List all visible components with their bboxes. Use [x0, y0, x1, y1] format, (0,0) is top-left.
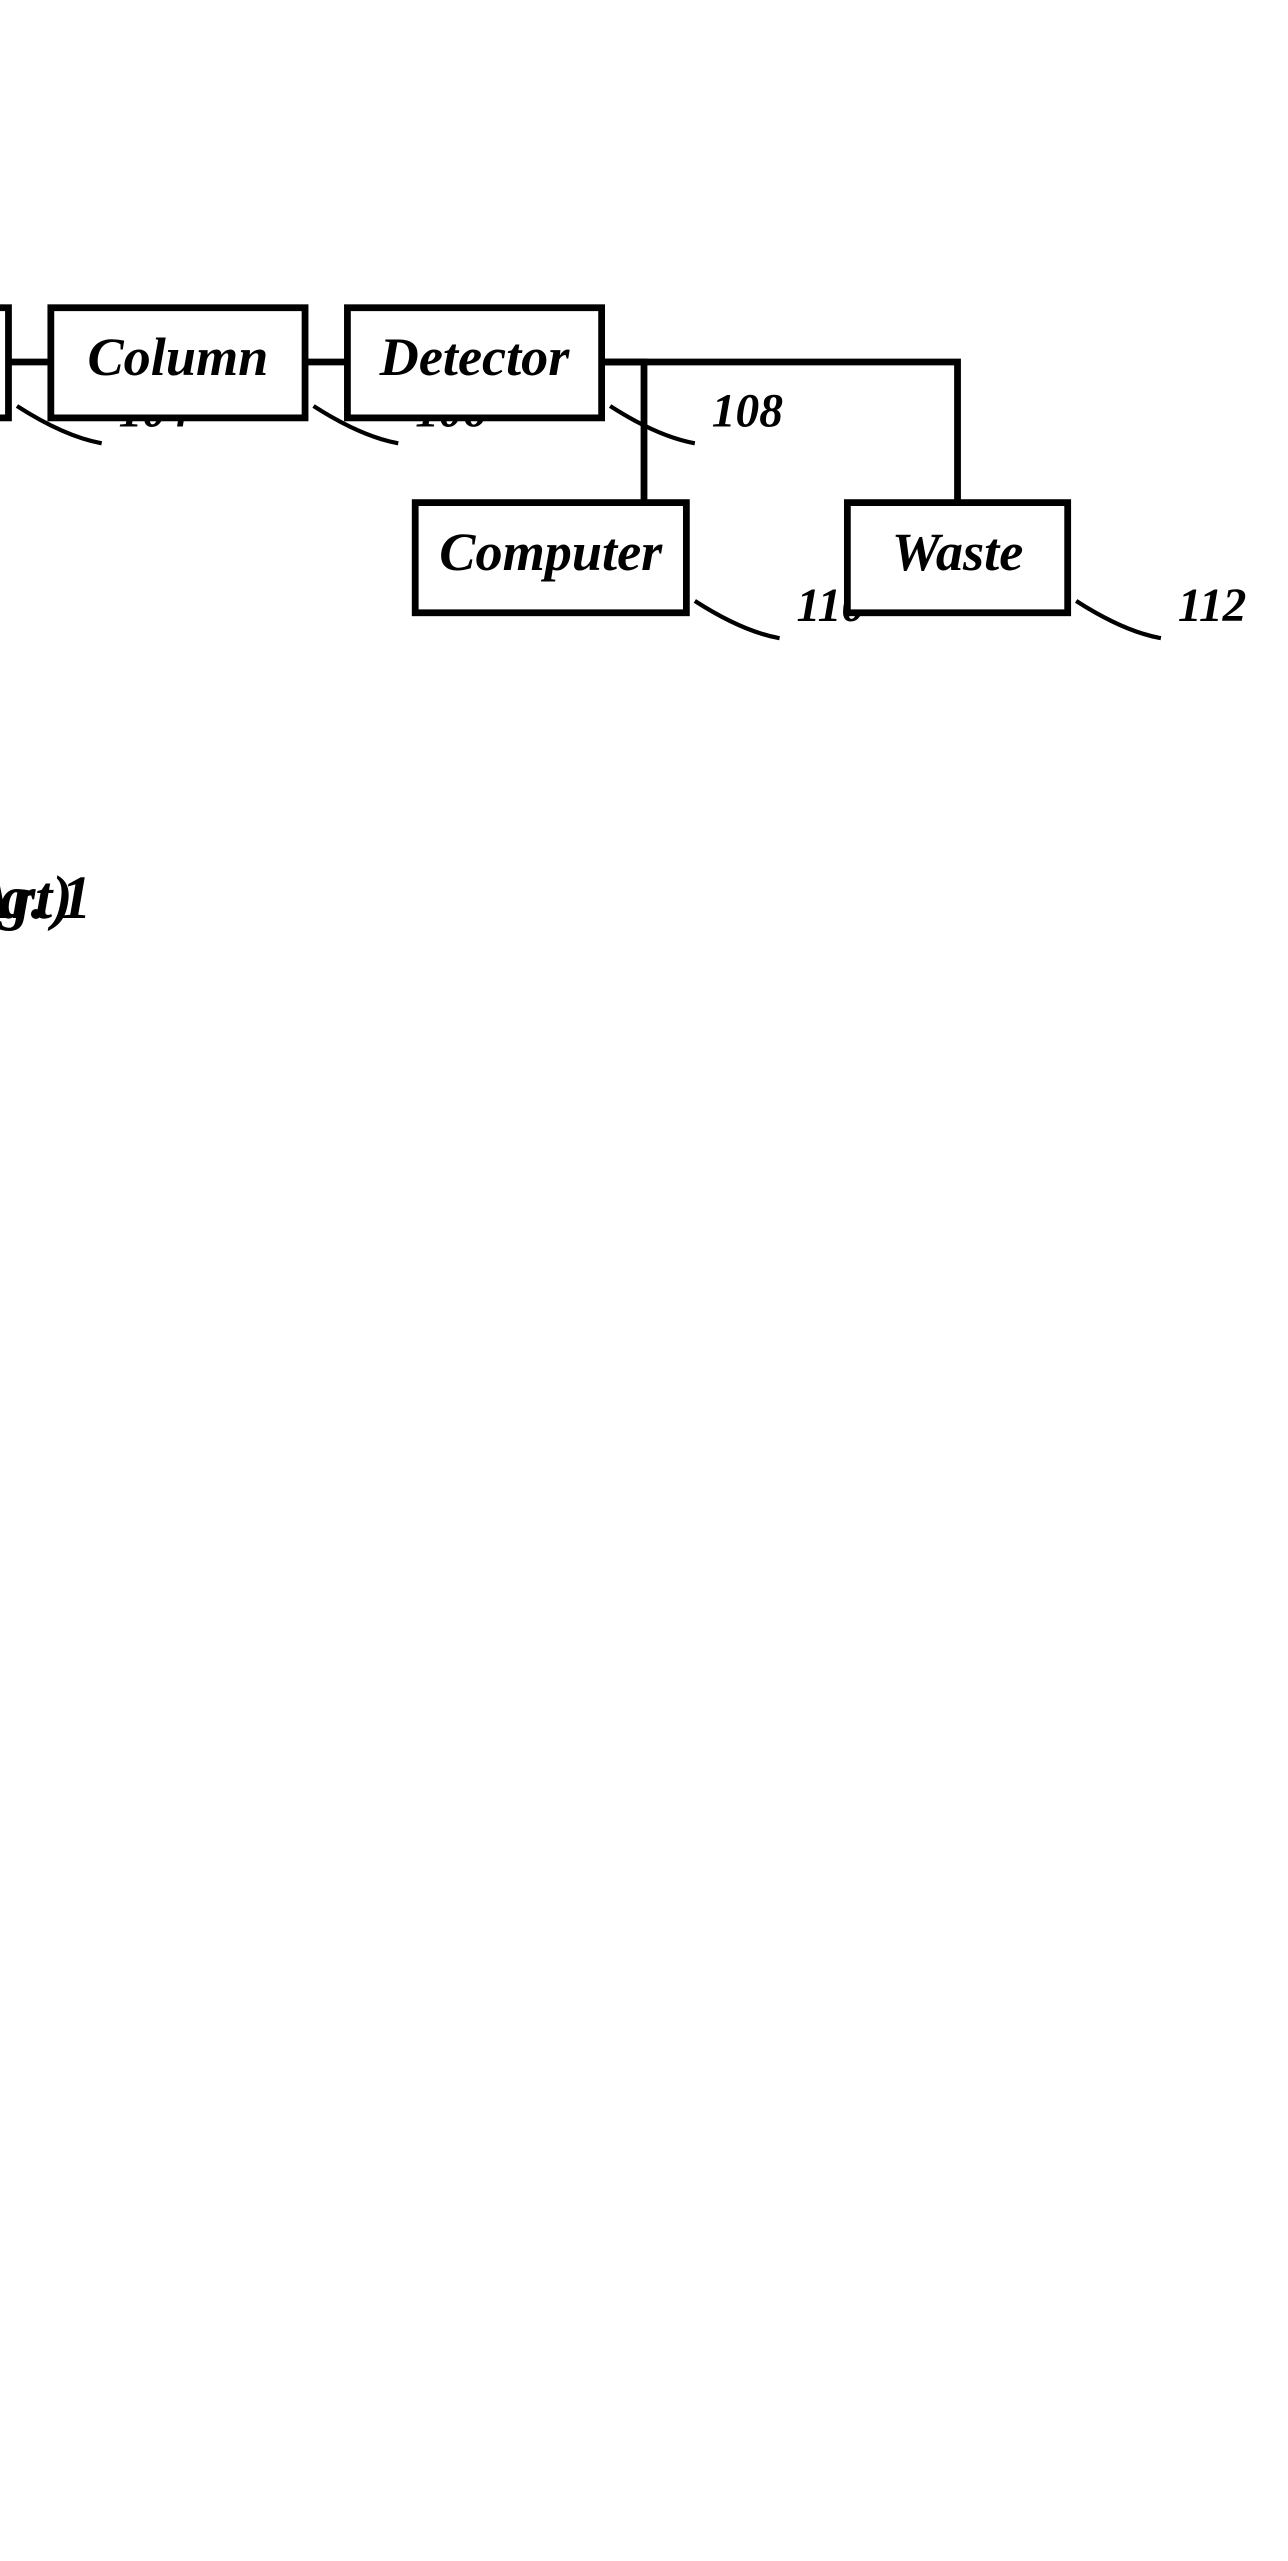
- caption-line2: (Prior Art): [0, 865, 73, 932]
- leader-waste: [1076, 601, 1161, 638]
- node-label-column: Column: [88, 327, 269, 387]
- node-injector: [0, 308, 8, 418]
- leader-detector: [610, 406, 695, 443]
- ref-detector: 108: [712, 385, 783, 437]
- node-label-computer: Computer: [439, 522, 663, 582]
- diagram-root: Reservoir100Pump102Injector104Column106D…: [0, 308, 1246, 932]
- node-label-detector: Detector: [379, 327, 571, 387]
- leader-computer: [695, 601, 780, 638]
- node-label-waste: Waste: [892, 522, 1024, 582]
- ref-waste: 112: [1178, 580, 1247, 632]
